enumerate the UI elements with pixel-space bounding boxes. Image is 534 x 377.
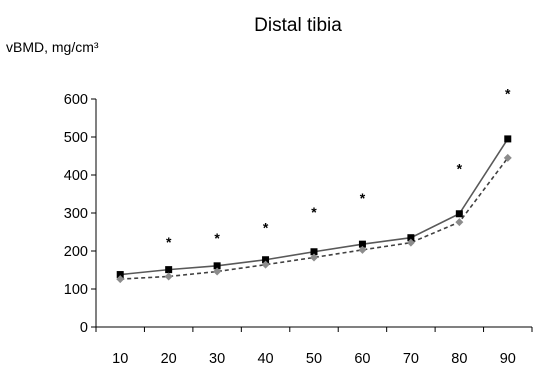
series-1-point [310,248,318,256]
x-tick-label: 20 [161,351,177,367]
series-layer [116,135,512,284]
x-tick-label: 30 [209,351,225,367]
y-axis-label: vBMD, mg/cm³ [6,39,99,55]
significance-marker: * [311,204,317,220]
y-tick-label: 600 [64,92,88,108]
significance-marker: * [166,234,172,250]
x-tick-label: 90 [500,351,516,367]
series-1-point [116,271,124,279]
significance-marker: * [214,230,220,246]
series-1-point [455,210,463,218]
x-tick-label: 10 [112,351,128,367]
series-2-point [261,260,270,269]
x-tick-label: 60 [354,351,370,367]
chart-title: Distal tibia [254,15,342,36]
series-2-point [116,275,125,284]
series-1-point [165,266,173,274]
x-tick-label: 80 [451,351,467,367]
series-2-point [213,267,222,276]
series-1-point [358,240,366,248]
series-2-point [310,253,318,262]
y-tick-label: 400 [64,168,88,184]
series-2-point [503,153,512,162]
y-tick-label: 0 [80,320,88,336]
series-line-2 [120,157,509,280]
series-1-point [262,256,270,264]
significance-marker: * [457,161,463,177]
x-tick-label: 50 [306,351,322,367]
y-axis-ticks: 0 100 200 300 400 500 600 [64,92,96,336]
series-1-point [407,234,415,242]
y-tick-label: 500 [64,130,88,146]
series-1-point [213,262,221,270]
x-tick-label: 40 [257,351,273,367]
x-tick-label: 70 [403,351,419,367]
series-2-point [406,238,415,247]
series-1-point [504,135,512,143]
significance-marker: * [263,219,269,235]
series-2-point [455,218,464,227]
significance-marker: * [505,86,511,102]
annotation-layer: * * * * * * * [166,86,511,250]
significance-marker: * [360,190,366,206]
series-2-point [164,272,173,281]
y-tick-label: 300 [64,206,88,222]
y-tick-label: 200 [64,244,88,260]
x-axis-ticks: 10 20 30 40 50 60 70 80 90 [95,327,533,367]
series-2-point [358,245,367,254]
y-tick-label: 100 [64,282,88,298]
